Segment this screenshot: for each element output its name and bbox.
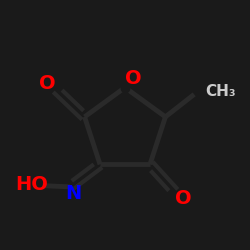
Text: O: O xyxy=(126,69,142,88)
Text: CH₃: CH₃ xyxy=(206,84,236,99)
Text: O: O xyxy=(176,189,192,208)
Text: N: N xyxy=(66,184,82,203)
Text: HO: HO xyxy=(15,175,48,194)
Text: O: O xyxy=(39,74,56,92)
